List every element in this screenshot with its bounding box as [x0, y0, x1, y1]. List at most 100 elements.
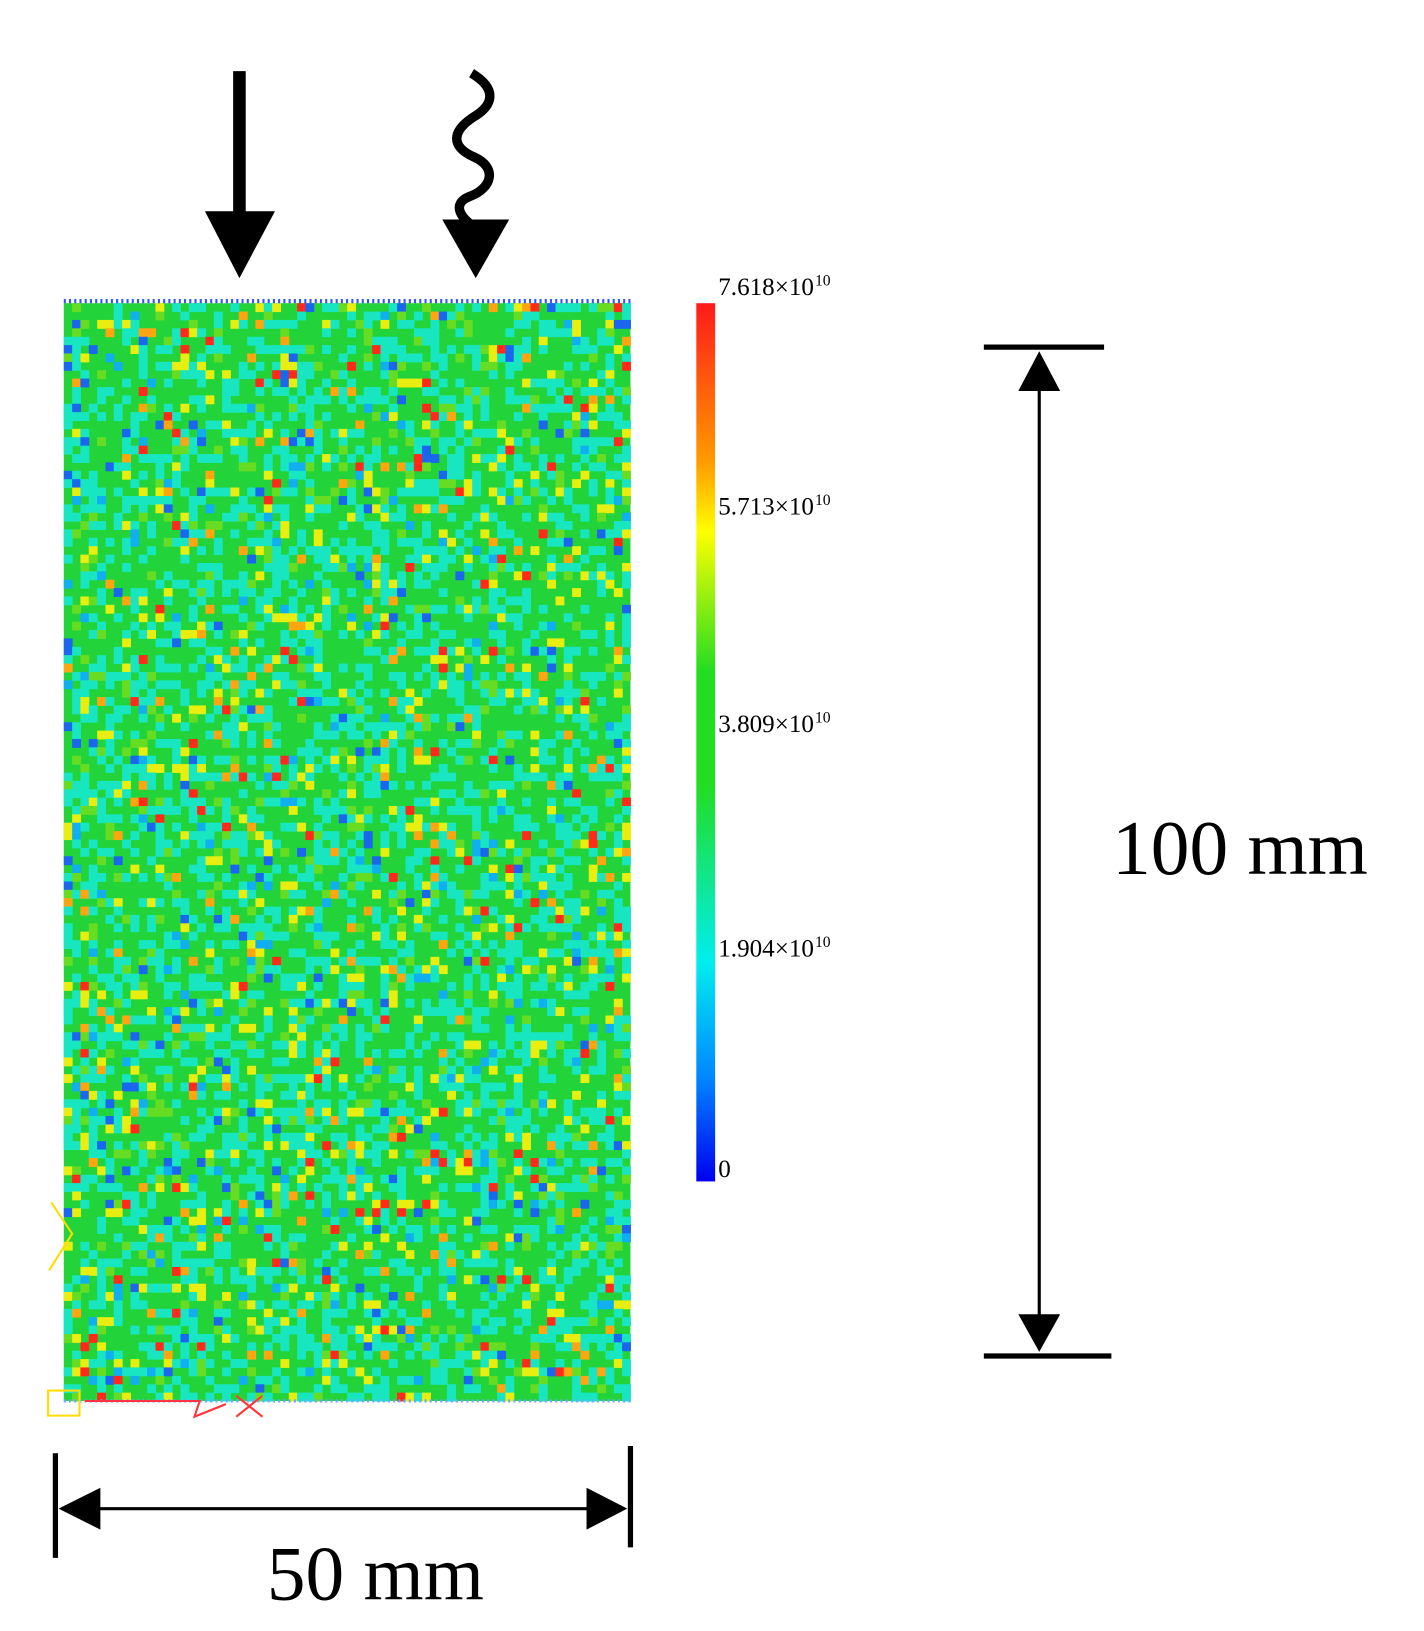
field-cell: [363, 780, 373, 790]
field-cell: [88, 965, 98, 975]
field-cell: [422, 504, 431, 514]
field-cell: [305, 630, 315, 639]
field-cell: [380, 940, 390, 950]
field-cell: [447, 512, 456, 522]
field-cell: [530, 1174, 540, 1184]
field-cell: [230, 981, 240, 991]
field-cell: [413, 454, 423, 463]
field-cell: [147, 529, 156, 539]
field-cell: [538, 772, 548, 782]
field-cell: [605, 621, 615, 631]
field-cell: [405, 1107, 415, 1117]
field-cell: [130, 1325, 140, 1335]
field-cell: [172, 361, 181, 371]
field-cell: [530, 1233, 540, 1243]
field-cell: [188, 521, 198, 530]
field-cell: [263, 1350, 273, 1360]
field-cell: [97, 1149, 107, 1159]
field-cell: [280, 1300, 290, 1310]
field-cell: [622, 973, 631, 983]
field-cell: [105, 914, 115, 924]
field-cell: [388, 990, 398, 1000]
field-cell: [597, 504, 606, 514]
field-cell: [280, 822, 290, 832]
field-cell: [347, 1191, 357, 1201]
field-cell: [530, 856, 540, 866]
field-cell: [297, 361, 307, 371]
field-cell: [297, 1074, 307, 1084]
field-cell: [63, 479, 73, 489]
field-cell: [338, 1023, 348, 1033]
field-cell: [188, 512, 198, 522]
field-cell: [180, 1149, 190, 1159]
field-cell: [80, 319, 90, 329]
field-cell: [538, 1367, 548, 1377]
field-cell: [247, 965, 257, 975]
field-cell: [155, 956, 165, 966]
field-cell: [305, 1124, 315, 1134]
field-cell: [555, 403, 565, 413]
field-cell: [422, 420, 431, 430]
field-cell: [72, 604, 82, 614]
field-cell: [455, 487, 465, 497]
field-cell: [405, 1375, 415, 1385]
field-cell: [622, 1166, 631, 1176]
field-cell: [355, 1132, 365, 1142]
field-cell: [197, 1208, 206, 1218]
field-cell: [488, 747, 498, 757]
field-cell: [263, 495, 273, 505]
field-cell: [130, 1107, 140, 1117]
field-cell: [597, 856, 606, 866]
field-cell: [180, 630, 190, 639]
field-cell: [438, 940, 448, 950]
field-cell: [480, 680, 490, 690]
field-cell: [622, 1333, 631, 1343]
field-cell: [538, 671, 548, 681]
field-cell: [180, 1342, 190, 1352]
field-cell: [605, 487, 615, 497]
field-cell: [472, 889, 482, 899]
field-cell: [438, 1065, 448, 1075]
field-cell: [580, 671, 590, 681]
field-cell: [72, 805, 82, 815]
field-cell: [455, 1350, 465, 1360]
field-cell: [455, 839, 465, 849]
field-cell: [538, 873, 548, 882]
field-cell: [555, 1132, 565, 1142]
field-cell: [463, 998, 473, 1008]
field-cell: [213, 311, 223, 321]
field-cell: [305, 1300, 315, 1310]
field-cell: [613, 1300, 623, 1310]
field-cell: [438, 1183, 448, 1192]
field-cell: [313, 395, 323, 405]
field-cell: [197, 1283, 206, 1293]
field-cell: [222, 1090, 231, 1100]
field-cell: [130, 764, 140, 773]
field-cell: [80, 1082, 90, 1092]
field-cell: [547, 462, 557, 472]
field-cell: [480, 1258, 490, 1268]
field-cell: [147, 822, 156, 832]
field-cell: [88, 1375, 98, 1385]
field-cell: [230, 529, 240, 539]
field-cell: [455, 805, 465, 815]
field-cell: [347, 764, 357, 773]
field-cell: [347, 303, 357, 313]
field-cell: [555, 814, 565, 824]
field-cell: [355, 697, 365, 706]
field-cell: [588, 479, 598, 489]
field-cell: [397, 764, 406, 773]
field-cell: [188, 864, 198, 874]
field-cell: [155, 1367, 165, 1377]
field-cell: [180, 1317, 190, 1327]
field-cell: [597, 1040, 606, 1050]
field-cell: [622, 512, 631, 522]
field-cell: [63, 1166, 73, 1176]
field-cell: [288, 655, 298, 665]
field-cell: [105, 579, 115, 589]
field-cell: [163, 839, 173, 849]
field-cell: [230, 730, 240, 740]
field-cell: [313, 387, 323, 396]
field-cell: [197, 1082, 206, 1092]
field-cell: [313, 1384, 323, 1394]
